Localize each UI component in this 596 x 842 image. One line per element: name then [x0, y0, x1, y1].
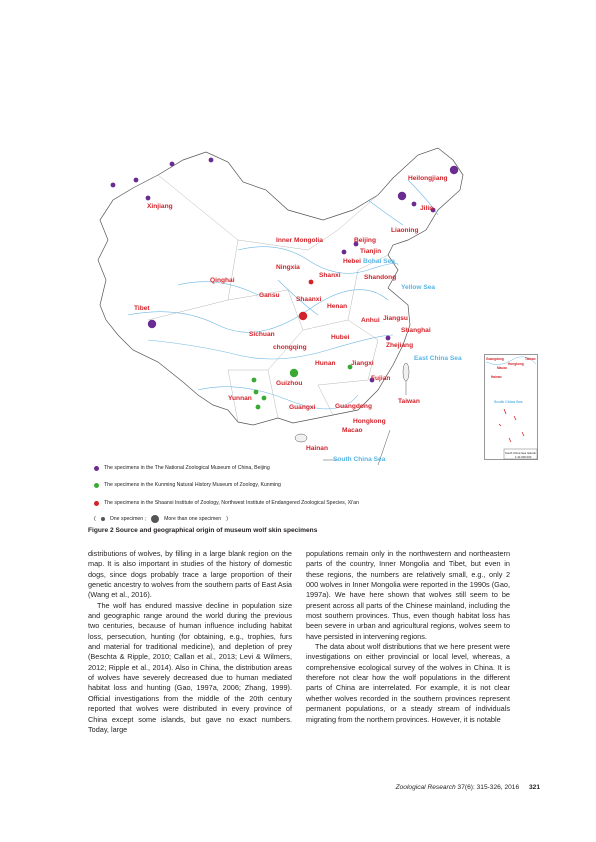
province-label: Gansu: [259, 292, 280, 299]
specimen-dot: [289, 368, 299, 378]
specimen-dot: [169, 161, 175, 167]
province-label: Fujian: [371, 375, 391, 382]
right-column: populations remain only in the northwest…: [306, 549, 510, 725]
legend-dot-icon: [94, 465, 99, 471]
left-column: distributions of wolves, by filling in a…: [88, 549, 292, 735]
page-footer: Zoological Research 37(6): 315-326, 2016…: [396, 784, 540, 791]
specimen-dot: [397, 191, 407, 201]
specimen-dot: [133, 177, 139, 183]
specimen-dot: [385, 335, 391, 341]
specimen-dot: [353, 241, 359, 247]
province-label: Hubei: [331, 334, 350, 341]
specimen-dot: [308, 279, 314, 285]
legend-dot-icon: [94, 482, 99, 488]
rivers: [127, 179, 439, 410]
small-dot-icon: [100, 517, 105, 521]
province-label: Shaanxi: [296, 296, 322, 303]
figure-caption: Figure 2 Source and geographical origin …: [88, 527, 318, 534]
sea-label: East China Sea: [414, 355, 462, 362]
province-label: Inner Mongolia: [276, 237, 323, 244]
specimen-dot: [369, 377, 375, 383]
legend-dot-icon: [94, 500, 99, 506]
legend-item-beijing: The specimens in the The National Zoolog…: [94, 465, 270, 471]
china-outline: [97, 147, 464, 426]
paragraph: The wolf has endured massive decline in …: [88, 600, 292, 734]
province-label: Hebei: [343, 258, 361, 265]
inset-label-sea: South China Sea: [494, 400, 523, 404]
journal-name: Zoological Research: [395, 784, 456, 791]
inset-label-guangdong: Guangdong: [486, 357, 504, 361]
legend-item-kunming: The specimens in the Kunming Natural His…: [94, 482, 281, 488]
province-label: Shanghai: [401, 327, 431, 334]
specimen-dot: [411, 201, 417, 207]
paragraph: The data about wolf distributions that w…: [306, 642, 510, 724]
specimen-dot: [341, 249, 347, 255]
province-label: Beijing: [354, 237, 376, 244]
page-number: 321: [528, 784, 540, 791]
inset-label-hongkong: Hongkong: [508, 362, 524, 366]
province-label: Guangdong: [335, 403, 372, 410]
province-label: Hainan: [306, 445, 328, 452]
specimen-dot: [147, 319, 157, 329]
province-label: Ningxia: [276, 264, 300, 271]
province-label: Zhejiang: [386, 342, 414, 349]
province-borders: [147, 174, 389, 423]
province-label: Tianjin: [360, 248, 382, 255]
inset-label-macao: Macao: [497, 366, 507, 370]
specimen-dot: [449, 165, 459, 175]
specimen-dot: [430, 207, 436, 213]
large-dot-icon: [151, 515, 160, 523]
legend-item-shaanxi: The specimens in the Shaanxi Institute o…: [94, 500, 359, 506]
specimen-dot: [253, 389, 259, 395]
south-china-sea-inset: [484, 354, 538, 460]
sea-label: Yellow Sea: [401, 284, 436, 291]
inset-scale: 1:44 000 000: [515, 455, 532, 459]
legend-size-key: ( One specimen ; More than one specimen …: [94, 515, 228, 523]
province-label: Macao: [342, 427, 363, 434]
inset-label-islands: South China Sea Islands: [505, 451, 536, 455]
paragraph: distributions of wolves, by filling in a…: [88, 549, 292, 600]
china-map: [97, 147, 464, 466]
province-label: Tibet: [134, 305, 150, 312]
province-label: Shandong: [364, 274, 397, 281]
volume-info: 37(6): 315-326, 2016: [457, 784, 520, 791]
specimens-shaanxi: [298, 279, 314, 321]
inset-label-hainan: Hainan: [491, 375, 502, 379]
specimens-kunming: [251, 364, 353, 410]
province-label: Taiwan: [398, 398, 420, 405]
sea-label: Bohai Sea: [363, 258, 395, 265]
province-label: Heilongjiang: [408, 175, 448, 182]
inset-label-taiwan: Taiwan: [525, 357, 536, 361]
province-label: Anhui: [361, 317, 380, 324]
paragraph: populations remain only in the northwest…: [306, 549, 510, 641]
province-label: Qinghai: [210, 277, 235, 284]
specimen-dot: [251, 377, 257, 383]
southern-islands: [294, 362, 410, 466]
specimen-dot: [110, 182, 116, 188]
province-label: Jiangxi: [351, 360, 374, 367]
province-label: chongqing: [273, 344, 307, 351]
sea-label: South China Sea: [333, 456, 386, 463]
province-label: Jiangsu: [383, 315, 408, 322]
specimen-dot: [145, 195, 151, 201]
province-label: Guizhou: [276, 380, 303, 387]
specimen-dot: [261, 395, 267, 401]
specimen-dot: [208, 157, 214, 163]
province-label: Henan: [327, 303, 348, 310]
province-label: Yunnan: [228, 395, 252, 402]
specimen-dot: [255, 404, 261, 410]
province-label: Sichuan: [249, 331, 275, 338]
province-label: Shanxi: [319, 272, 341, 279]
province-label: Guangxi: [289, 404, 316, 411]
province-label: Xinjiang: [147, 203, 173, 210]
province-label: Liaoning: [391, 227, 419, 234]
specimen-dot: [298, 311, 308, 321]
province-label: Jilin: [420, 205, 434, 212]
province-label: Hunan: [315, 360, 336, 367]
province-label: Hongkong: [353, 418, 386, 425]
specimen-dot: [347, 364, 353, 370]
specimens-beijing: [110, 157, 459, 383]
